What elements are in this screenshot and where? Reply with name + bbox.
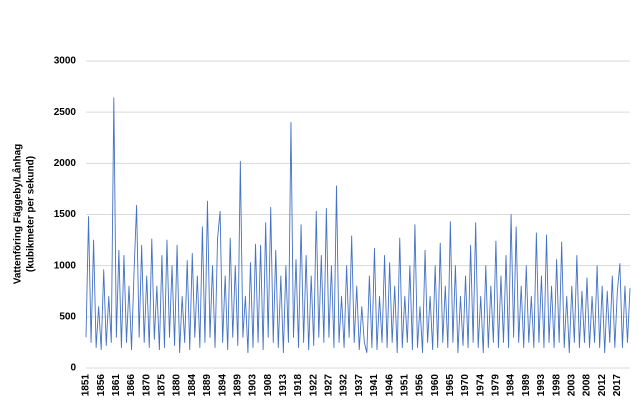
x-tick-label: 1894 — [217, 374, 228, 397]
y-tick-label: 2000 — [54, 158, 77, 169]
x-tick-label: 1951 — [399, 374, 410, 397]
x-tick-label: 1937 — [354, 374, 365, 397]
x-tick-label: 1965 — [445, 374, 456, 397]
x-tick-label: 1908 — [263, 374, 274, 397]
x-tick-label: 1884 — [187, 374, 198, 397]
x-tick-label: 1993 — [536, 374, 547, 397]
y-tick-label: 0 — [70, 363, 76, 374]
y-tick-label: 500 — [59, 311, 76, 322]
x-tick-label: 1941 — [369, 374, 380, 397]
x-tick-label: 1979 — [491, 374, 502, 397]
x-tick-label: 1998 — [551, 374, 562, 397]
y-tick-label: 2500 — [54, 107, 77, 118]
x-tick-label: 1856 — [96, 374, 107, 397]
x-tick-label: 1974 — [475, 374, 486, 397]
y-axis-title: Vattenföring Fäggeby/Lånhag (kubikmeter … — [12, 144, 37, 285]
x-tick-label: 1899 — [232, 374, 243, 397]
x-tick-label: 1903 — [248, 374, 259, 397]
x-tick-label: 1918 — [293, 374, 304, 397]
x-tick-label: 1875 — [157, 374, 168, 397]
x-tick-label: 2003 — [566, 374, 577, 397]
x-tick-label: 1960 — [430, 374, 441, 397]
x-tick-label: 1866 — [126, 374, 137, 397]
x-tick-label: 1880 — [172, 374, 183, 397]
x-tick-label: 1851 — [81, 374, 92, 397]
x-tick-label: 1956 — [415, 374, 426, 397]
x-tick-label: 1984 — [506, 374, 517, 397]
x-tick-label: 1946 — [384, 374, 395, 397]
y-tick-label: 3000 — [54, 56, 77, 67]
x-tick-label: 1913 — [278, 374, 289, 397]
data-line — [85, 97, 631, 354]
x-tick-label: 1927 — [324, 374, 335, 397]
x-tick-label: 1932 — [339, 374, 350, 397]
x-tick-label: 1989 — [521, 374, 532, 397]
x-tick-label: 1870 — [141, 374, 152, 397]
x-tick-label: 1922 — [308, 374, 319, 397]
x-tick-label: 2012 — [597, 374, 608, 397]
y-tick-label: 1000 — [54, 260, 77, 271]
x-tick-label: 2017 — [612, 374, 623, 397]
y-axis-title-line: (kubikmeter per sekund) — [26, 156, 37, 272]
y-axis-title-line: Vattenföring Fäggeby/Lånhag — [12, 144, 24, 285]
x-tick-label: 1970 — [460, 374, 471, 397]
x-tick-label: 2008 — [582, 374, 593, 397]
x-tick-label: 1861 — [111, 374, 122, 397]
y-tick-label: 1500 — [54, 209, 77, 220]
x-tick-label: 1889 — [202, 374, 213, 397]
